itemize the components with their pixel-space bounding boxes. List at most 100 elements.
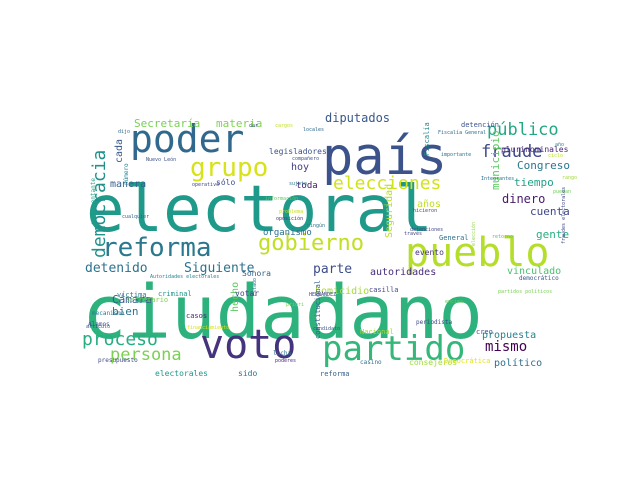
word-cloud-word: evento <box>415 248 444 257</box>
word-cloud-word: persona <box>110 345 182 365</box>
word-cloud-word: partido <box>322 329 465 369</box>
word-cloud-word: candidato <box>313 326 340 332</box>
word-cloud-word: ciudadano <box>82 270 483 356</box>
word-cloud-word: democrático <box>519 275 559 282</box>
word-cloud-word: Siguiente <box>184 261 255 276</box>
word-cloud-word: locales <box>303 127 324 133</box>
word-cloud-word: autoridades <box>370 267 436 278</box>
word-cloud-word: reforma <box>320 370 350 378</box>
word-cloud-word: ciclo <box>548 153 563 159</box>
word-cloud-word: Nuevo León <box>146 156 176 163</box>
word-cloud-word: lucha <box>273 350 291 357</box>
word-cloud-word: propuesta <box>482 330 536 341</box>
word-cloud-word: Secretaría <box>134 117 200 130</box>
word-cloud-word: Autoridades electorales <box>150 274 219 280</box>
word-cloud-word: Seguridad <box>384 184 395 238</box>
word-cloud-word: importante <box>441 152 471 158</box>
word-cloud-word: año <box>555 142 564 148</box>
word-cloud-word: partidos políticos <box>498 288 552 295</box>
word-cloud-word: toda <box>296 181 318 191</box>
word-cloud-word: vinculado <box>507 266 561 277</box>
word-cloud-word: través <box>404 230 422 237</box>
word-cloud-word: Cámara <box>112 293 152 306</box>
word-cloud-word: Congreso <box>517 159 570 172</box>
word-cloud-word: casilla <box>369 286 399 294</box>
word-cloud-word: HERNÁNDEZ <box>309 291 336 298</box>
word-cloud-word: ningún <box>307 222 325 229</box>
word-cloud-word: parte <box>313 262 352 277</box>
word-cloud-word: priori <box>286 302 304 308</box>
word-cloud-word: organismo <box>263 228 312 238</box>
word-cloud-word: rango <box>562 175 577 181</box>
word-cloud-word: Sonora <box>242 269 271 278</box>
word-cloud-word: detención <box>461 121 499 129</box>
word-cloud-word: poder <box>130 117 244 161</box>
word-cloud-word: dar <box>249 123 258 129</box>
word-cloud-word: mecanismo <box>92 310 125 317</box>
word-cloud-word: artículo <box>86 323 110 330</box>
word-cloud-word: representante <box>90 178 97 225</box>
word-cloud-word: Fiscalía General <box>438 129 486 136</box>
word-cloud-word: información <box>265 195 298 202</box>
word-cloud-word: político <box>494 357 542 369</box>
word-cloud-word: años <box>417 199 441 210</box>
word-cloud-word: democracia <box>89 150 110 258</box>
word-cloud-word: compañero <box>292 156 319 162</box>
word-cloud-word: Democrática <box>444 357 490 365</box>
word-cloud-word: pueblo <box>405 230 550 276</box>
word-cloud-word: voto <box>200 322 296 368</box>
word-cloud-word: electorales <box>155 369 208 378</box>
word-cloud-word: poderes <box>275 358 296 364</box>
word-cloud-word: proceso <box>82 329 158 350</box>
word-cloud-word: grupo <box>190 153 268 183</box>
word-cloud-word: público <box>487 120 559 140</box>
word-cloud-word: mismo <box>485 339 527 355</box>
word-cloud-word: Fiscalía <box>423 122 431 156</box>
word-cloud-word: encima <box>445 299 463 305</box>
word-cloud-word: consejeros <box>409 358 457 367</box>
word-cloud-word: constitucional <box>314 280 322 339</box>
word-cloud-word: país <box>322 127 447 187</box>
word-cloud-word: puedan <box>553 189 571 195</box>
word-cloud-word: hoy <box>291 162 309 173</box>
word-cloud-word: víctima <box>117 291 147 299</box>
word-cloud-word: Estado <box>252 278 258 296</box>
word-cloud-word: fraude <box>481 142 542 162</box>
word-cloud-word: cada <box>114 139 125 163</box>
word-cloud-word: tiempo <box>514 176 554 189</box>
word-cloud-word: diputados <box>325 111 390 125</box>
word-cloud-word: criminal <box>158 290 192 298</box>
word-cloud-word: dinero <box>502 192 545 206</box>
word-cloud-word: operativo <box>192 182 219 188</box>
word-cloud-word: dijo <box>118 129 130 135</box>
word-cloud-word: casos <box>186 312 207 320</box>
word-cloud-word: hecho <box>230 282 241 312</box>
word-cloud-word: bien <box>112 305 139 318</box>
word-cloud-word: creo <box>476 328 493 336</box>
word-cloud-word: cargos <box>275 123 293 129</box>
word-cloud-word: municipio <box>489 130 502 190</box>
word-cloud-word: sujeto <box>289 181 307 187</box>
word-cloud-word: retorno <box>492 234 513 240</box>
word-cloud-word: casino <box>360 359 382 366</box>
word-cloud-word: financiamiento <box>187 325 229 331</box>
word-cloud-word: elección <box>470 222 477 246</box>
word-cloud-word: legisladores <box>269 147 327 156</box>
word-cloud-word: homicidio <box>315 286 369 297</box>
word-cloud-word: oposición <box>276 215 303 222</box>
word-cloud-word: cuenta <box>530 205 570 218</box>
word-cloud-word: cualquier <box>122 214 149 220</box>
word-cloud-word: hicieron <box>413 208 437 214</box>
word-cloud-word: reforma <box>102 233 212 263</box>
word-cloud-word: plurinominales <box>501 145 569 154</box>
word-cloud-word: electoral <box>86 173 433 247</box>
word-cloud-word: sólo <box>216 177 235 187</box>
word-cloud-word: elecciones <box>333 173 441 194</box>
word-cloud-word: gobierno <box>258 231 364 256</box>
word-cloud-word: detenciones <box>410 227 443 233</box>
word-cloud-word: detenido <box>85 261 148 276</box>
word-cloud-word: Nacional <box>360 328 394 336</box>
word-cloud-word: fraudes electorales <box>561 187 567 244</box>
